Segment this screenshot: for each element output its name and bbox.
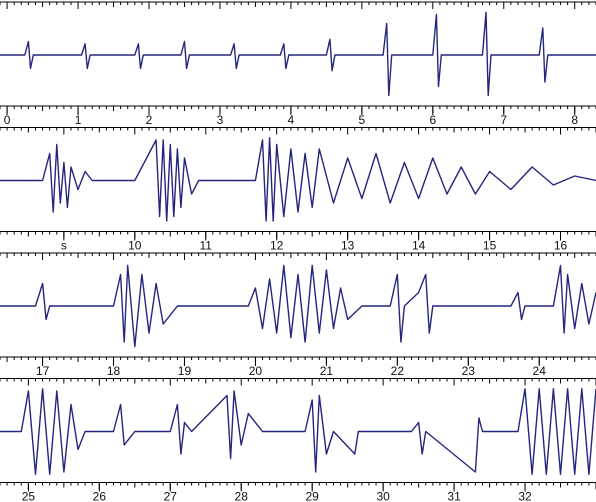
x-tick-label: 31	[447, 490, 461, 502]
signal-trace	[0, 11, 596, 97]
x-tick-label: 11	[200, 239, 213, 253]
x-tick-label: 3	[217, 113, 224, 127]
x-tick-label: 21	[320, 364, 334, 378]
signal-trace	[0, 388, 596, 475]
x-tick-label: 18	[107, 364, 121, 378]
x-tick-label: 20	[249, 364, 263, 378]
x-tick-label: 28	[235, 490, 249, 502]
x-tick-label: 17	[36, 364, 50, 378]
x-tick-label: 0	[4, 113, 11, 127]
x-tick-label: 19	[178, 364, 192, 378]
x-tick-label: 32	[518, 490, 532, 502]
x-tick-label: s	[61, 239, 67, 253]
x-tick-label: 10	[128, 239, 142, 253]
x-tick-label: 22	[391, 364, 405, 378]
x-tick-label: 26	[93, 490, 107, 502]
signal-trace	[0, 264, 596, 348]
x-tick-label: 6	[429, 113, 436, 127]
x-tick-label: 4	[288, 113, 295, 127]
x-tick-label: 8	[571, 113, 578, 127]
x-tick-label: 15	[483, 239, 497, 253]
x-tick-label: 24	[533, 364, 547, 378]
x-tick-label: 2	[146, 113, 153, 127]
signal-trace	[0, 137, 596, 222]
x-tick-label: 7	[500, 113, 507, 127]
x-tick-label: 16	[554, 239, 568, 253]
x-tick-label: 13	[341, 239, 355, 253]
x-tick-label: 14	[412, 239, 426, 253]
x-tick-label: 25	[22, 490, 36, 502]
x-tick-label: 30	[376, 490, 390, 502]
x-tick-label: 1	[75, 113, 82, 127]
x-tick-label: 27	[164, 490, 178, 502]
x-tick-label: 12	[270, 239, 284, 253]
x-tick-label: 23	[462, 364, 476, 378]
x-tick-label: 5	[359, 113, 366, 127]
x-tick-label: 29	[306, 490, 320, 502]
